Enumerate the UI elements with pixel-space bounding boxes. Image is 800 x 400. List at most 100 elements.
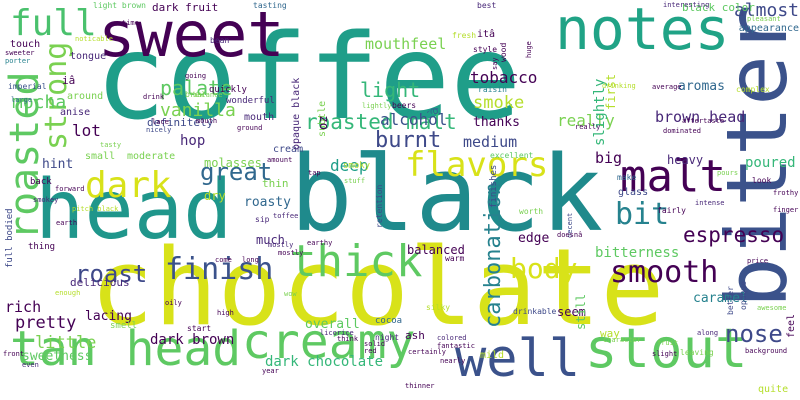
word: tap	[308, 169, 321, 177]
word: retention	[375, 184, 384, 228]
word: touch	[10, 39, 41, 50]
word: medium	[463, 133, 518, 151]
word: huge	[525, 41, 533, 58]
word: dry	[204, 189, 226, 203]
word: complex	[736, 85, 770, 94]
word: head	[35, 163, 233, 258]
word: really	[557, 111, 615, 130]
word: thing	[28, 242, 56, 252]
word: caramel	[693, 291, 748, 306]
word: mostly	[268, 241, 294, 249]
word: creamy	[242, 314, 416, 370]
word: dark brown	[150, 332, 235, 348]
word: drinking	[602, 82, 636, 90]
word: solid	[364, 340, 386, 348]
word: lace	[152, 118, 169, 126]
word: thanks	[473, 115, 520, 130]
word: black color	[682, 1, 755, 14]
word: little	[35, 333, 97, 353]
word: hop	[180, 133, 206, 149]
word: raisin	[478, 85, 507, 94]
word: dark chocolate	[265, 354, 384, 370]
word: itâ	[477, 29, 496, 40]
word: molasses	[204, 156, 262, 170]
word: chocolate	[90, 226, 665, 349]
word: porter	[5, 57, 31, 65]
word: imperial	[8, 82, 47, 91]
word: aromas	[678, 79, 725, 94]
word: pleasant	[747, 15, 781, 23]
word: thick	[290, 236, 423, 287]
word: overall	[305, 317, 360, 332]
word: heavy	[667, 153, 704, 167]
word: warm	[445, 254, 465, 263]
word: frothy	[773, 189, 799, 197]
word: big	[595, 149, 623, 167]
word: full	[10, 3, 97, 44]
word: long	[242, 256, 259, 264]
word: deep	[330, 156, 369, 175]
word: pretty	[15, 313, 77, 333]
word: flavors	[405, 145, 549, 185]
word: smell	[110, 321, 138, 331]
word: background	[745, 347, 788, 355]
word: fairly	[657, 206, 686, 215]
word: look	[752, 176, 772, 185]
word: finish	[165, 252, 274, 287]
word: alcohol	[380, 110, 448, 129]
word: ground	[237, 124, 263, 132]
word: think	[337, 335, 359, 343]
word: noticable	[75, 35, 113, 43]
word: silky	[426, 303, 451, 312]
word: stout	[585, 317, 748, 380]
word: pitch black	[72, 205, 119, 213]
word: sip	[255, 215, 270, 224]
word: full bodied	[5, 208, 15, 268]
word: body	[510, 252, 578, 285]
word: iâ	[62, 74, 76, 87]
word: back	[30, 177, 52, 187]
word: quite	[758, 384, 789, 395]
word: wow	[284, 290, 297, 298]
word: going	[185, 72, 207, 80]
word: average	[652, 83, 682, 91]
word: night	[375, 333, 400, 342]
word: high	[217, 309, 234, 317]
word: thinner	[405, 382, 435, 390]
word: opaque	[739, 281, 748, 310]
word: nearly	[440, 357, 466, 365]
word: dark	[85, 165, 172, 206]
word: brew	[185, 90, 205, 99]
word: glass	[618, 187, 649, 198]
word: almost	[733, 0, 799, 21]
word: thin	[262, 177, 289, 190]
word: roasted malt	[305, 110, 457, 134]
word: mouthfeel	[365, 35, 447, 53]
word: sweeter	[5, 49, 35, 57]
word: moderate	[127, 151, 176, 162]
word: light brown	[93, 1, 146, 10]
word: bean	[210, 36, 230, 45]
word: wonderful	[226, 96, 275, 106]
word: best	[477, 1, 497, 10]
word: come	[215, 256, 232, 264]
word: start	[187, 324, 212, 333]
word: anise	[60, 107, 91, 118]
word: light	[360, 78, 421, 102]
word: finishes	[489, 164, 499, 208]
word: doesnâ	[557, 231, 583, 239]
word: enough	[55, 289, 81, 297]
word: amount	[267, 156, 293, 164]
word: aftertaste	[682, 117, 725, 125]
word: sweet	[98, 0, 285, 71]
word: large	[11, 96, 33, 104]
word: hint	[42, 157, 74, 172]
word: small	[85, 151, 116, 162]
word: still	[574, 293, 588, 330]
word: balance	[193, 91, 223, 99]
word: time	[122, 19, 139, 27]
word: burnt	[375, 128, 442, 153]
word: intense	[695, 199, 725, 207]
word: sweetness	[22, 349, 93, 364]
